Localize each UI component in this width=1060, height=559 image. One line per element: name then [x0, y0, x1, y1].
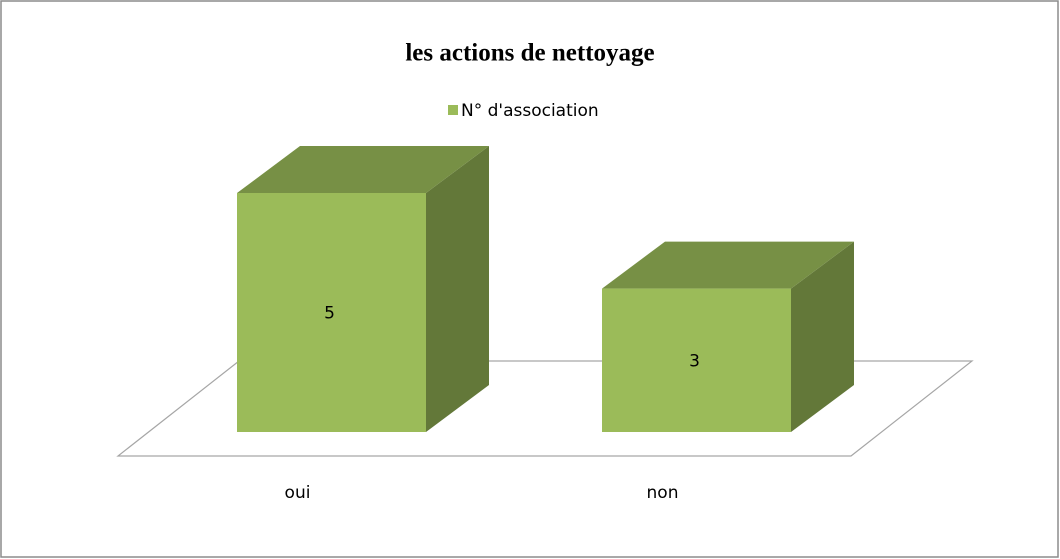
legend-label: N° d'association: [461, 101, 599, 121]
bar: [602, 241, 854, 432]
bar: [237, 146, 489, 432]
x-tick-label: oui: [285, 483, 311, 503]
bar-front: [602, 288, 791, 432]
bar-side: [791, 241, 854, 432]
x-tick-label: non: [647, 483, 679, 503]
bar-top: [237, 146, 489, 193]
bar-front: [237, 193, 426, 432]
legend-swatch: [448, 105, 458, 115]
data-label: 3: [689, 351, 700, 371]
bar-side: [426, 146, 489, 432]
bar-top: [602, 241, 854, 289]
chart-title: les actions de nettoyage: [405, 40, 654, 67]
data-label: 5: [324, 304, 335, 324]
